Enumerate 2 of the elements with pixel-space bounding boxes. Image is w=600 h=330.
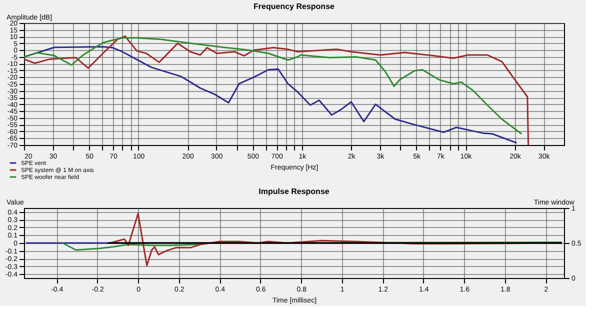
chart-title: Frequency Response (254, 2, 336, 11)
chart-title: Impulse Response (258, 187, 330, 196)
